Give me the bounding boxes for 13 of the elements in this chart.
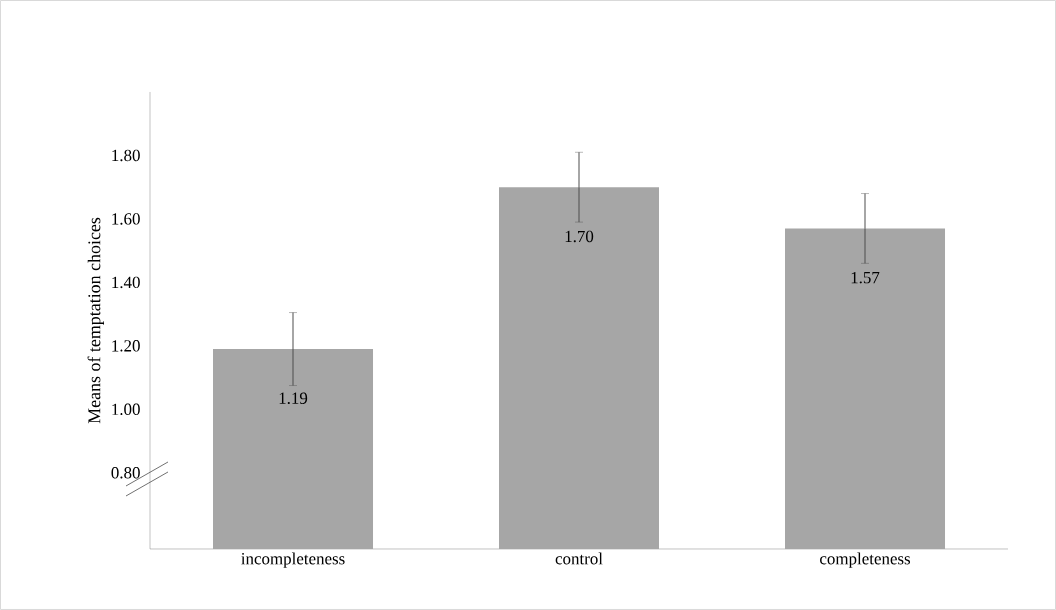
y-tick-label: 1.40	[112, 276, 140, 289]
data-label: 1.19	[279, 392, 308, 405]
y-tick-label: 1.80	[112, 149, 140, 162]
y-tick-label: 1.00	[112, 403, 140, 416]
x-tick-label: control	[555, 552, 603, 565]
y-tick-label: 0.80	[111, 467, 140, 479]
y-axis-title: Means of temptation choices	[87, 217, 105, 424]
y-tick-label: 1.60	[112, 213, 140, 225]
data-label: 1.70	[565, 230, 594, 243]
data-label: 1.57	[851, 271, 880, 284]
x-tick-label: completeness	[820, 552, 911, 568]
y-tick-label: 1.20	[112, 340, 140, 352]
x-tick-label: incompleteness	[241, 552, 345, 568]
